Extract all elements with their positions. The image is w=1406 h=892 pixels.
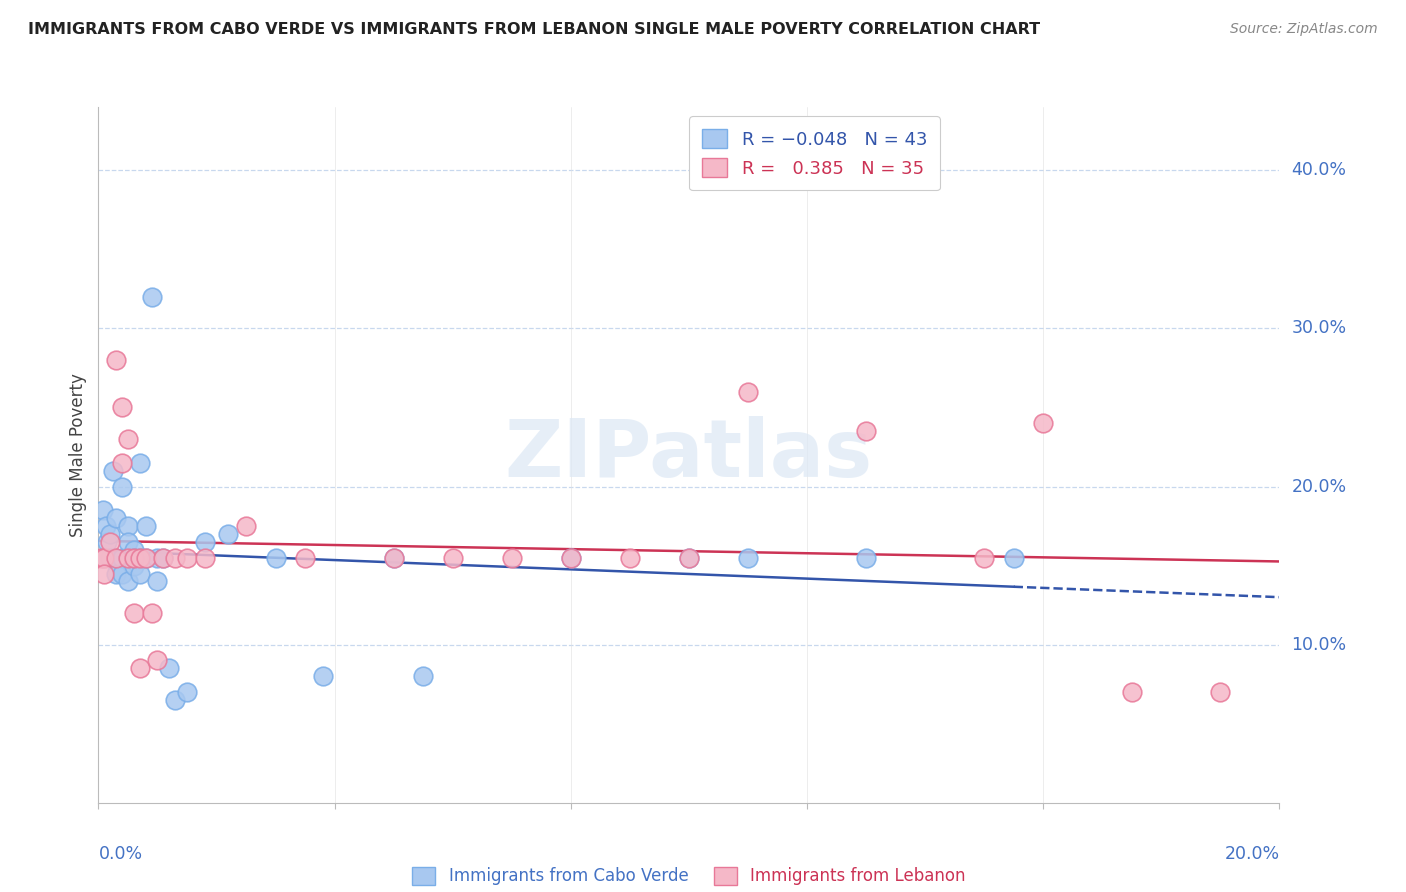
Point xyxy=(312,669,335,683)
Point xyxy=(91,503,114,517)
Point xyxy=(128,566,150,581)
Point xyxy=(93,550,115,565)
Point xyxy=(122,542,145,557)
Point xyxy=(122,558,145,573)
Point xyxy=(194,534,217,549)
Point xyxy=(973,550,995,565)
Point xyxy=(1032,417,1054,431)
Text: 30.0%: 30.0% xyxy=(1291,319,1347,337)
Point xyxy=(111,401,134,415)
Point xyxy=(146,574,169,589)
Point xyxy=(128,550,150,565)
Text: IMMIGRANTS FROM CABO VERDE VS IMMIGRANTS FROM LEBANON SINGLE MALE POVERTY CORREL: IMMIGRANTS FROM CABO VERDE VS IMMIGRANTS… xyxy=(28,22,1040,37)
Point xyxy=(141,606,163,620)
Point xyxy=(235,519,257,533)
Point xyxy=(194,550,217,565)
Point xyxy=(128,661,150,675)
Point xyxy=(111,479,134,493)
Point xyxy=(93,550,115,565)
Point xyxy=(122,550,145,565)
Point xyxy=(135,550,157,565)
Point xyxy=(165,693,187,707)
Point xyxy=(146,653,169,667)
Point xyxy=(111,566,134,581)
Point xyxy=(117,519,139,533)
Point xyxy=(217,527,239,541)
Point xyxy=(737,550,759,565)
Text: 10.0%: 10.0% xyxy=(1291,636,1347,654)
Legend: Immigrants from Cabo Verde, Immigrants from Lebanon: Immigrants from Cabo Verde, Immigrants f… xyxy=(405,860,973,892)
Text: Source: ZipAtlas.com: Source: ZipAtlas.com xyxy=(1230,22,1378,37)
Point xyxy=(105,511,128,525)
Point xyxy=(105,566,128,581)
Point xyxy=(117,550,139,565)
Point xyxy=(128,456,150,470)
Point xyxy=(90,550,112,565)
Point xyxy=(855,550,877,565)
Point xyxy=(93,566,115,581)
Point xyxy=(105,550,128,565)
Text: 20.0%: 20.0% xyxy=(1225,845,1279,863)
Point xyxy=(165,550,187,565)
Point xyxy=(117,534,139,549)
Point xyxy=(619,550,641,565)
Point xyxy=(294,550,316,565)
Text: ZIPatlas: ZIPatlas xyxy=(505,416,873,494)
Point xyxy=(501,550,523,565)
Point xyxy=(141,290,163,304)
Point xyxy=(117,574,139,589)
Point xyxy=(441,550,464,565)
Point xyxy=(117,432,139,446)
Point xyxy=(98,550,121,565)
Point xyxy=(382,550,405,565)
Point xyxy=(176,685,198,699)
Point xyxy=(96,534,118,549)
Point xyxy=(135,519,157,533)
Point xyxy=(98,534,121,549)
Point xyxy=(678,550,700,565)
Point xyxy=(128,550,150,565)
Point xyxy=(103,464,125,478)
Point xyxy=(1002,550,1025,565)
Point xyxy=(264,550,287,565)
Point xyxy=(157,661,180,675)
Point xyxy=(117,550,139,565)
Point xyxy=(412,669,434,683)
Point xyxy=(152,550,174,565)
Point xyxy=(1121,685,1143,699)
Point xyxy=(1209,685,1232,699)
Point xyxy=(105,550,128,565)
Text: 0.0%: 0.0% xyxy=(98,845,142,863)
Point xyxy=(98,527,121,541)
Y-axis label: Single Male Poverty: Single Male Poverty xyxy=(69,373,87,537)
Point xyxy=(176,550,198,565)
Text: 20.0%: 20.0% xyxy=(1291,477,1347,496)
Point xyxy=(146,550,169,565)
Point xyxy=(737,384,759,399)
Point xyxy=(105,353,128,368)
Text: 40.0%: 40.0% xyxy=(1291,161,1347,179)
Point xyxy=(382,550,405,565)
Point xyxy=(135,550,157,565)
Point xyxy=(94,519,117,533)
Point xyxy=(111,456,134,470)
Point xyxy=(560,550,582,565)
Point xyxy=(111,550,134,565)
Point xyxy=(560,550,582,565)
Point xyxy=(152,550,174,565)
Point xyxy=(122,550,145,565)
Point xyxy=(122,606,145,620)
Point xyxy=(678,550,700,565)
Point xyxy=(855,424,877,438)
